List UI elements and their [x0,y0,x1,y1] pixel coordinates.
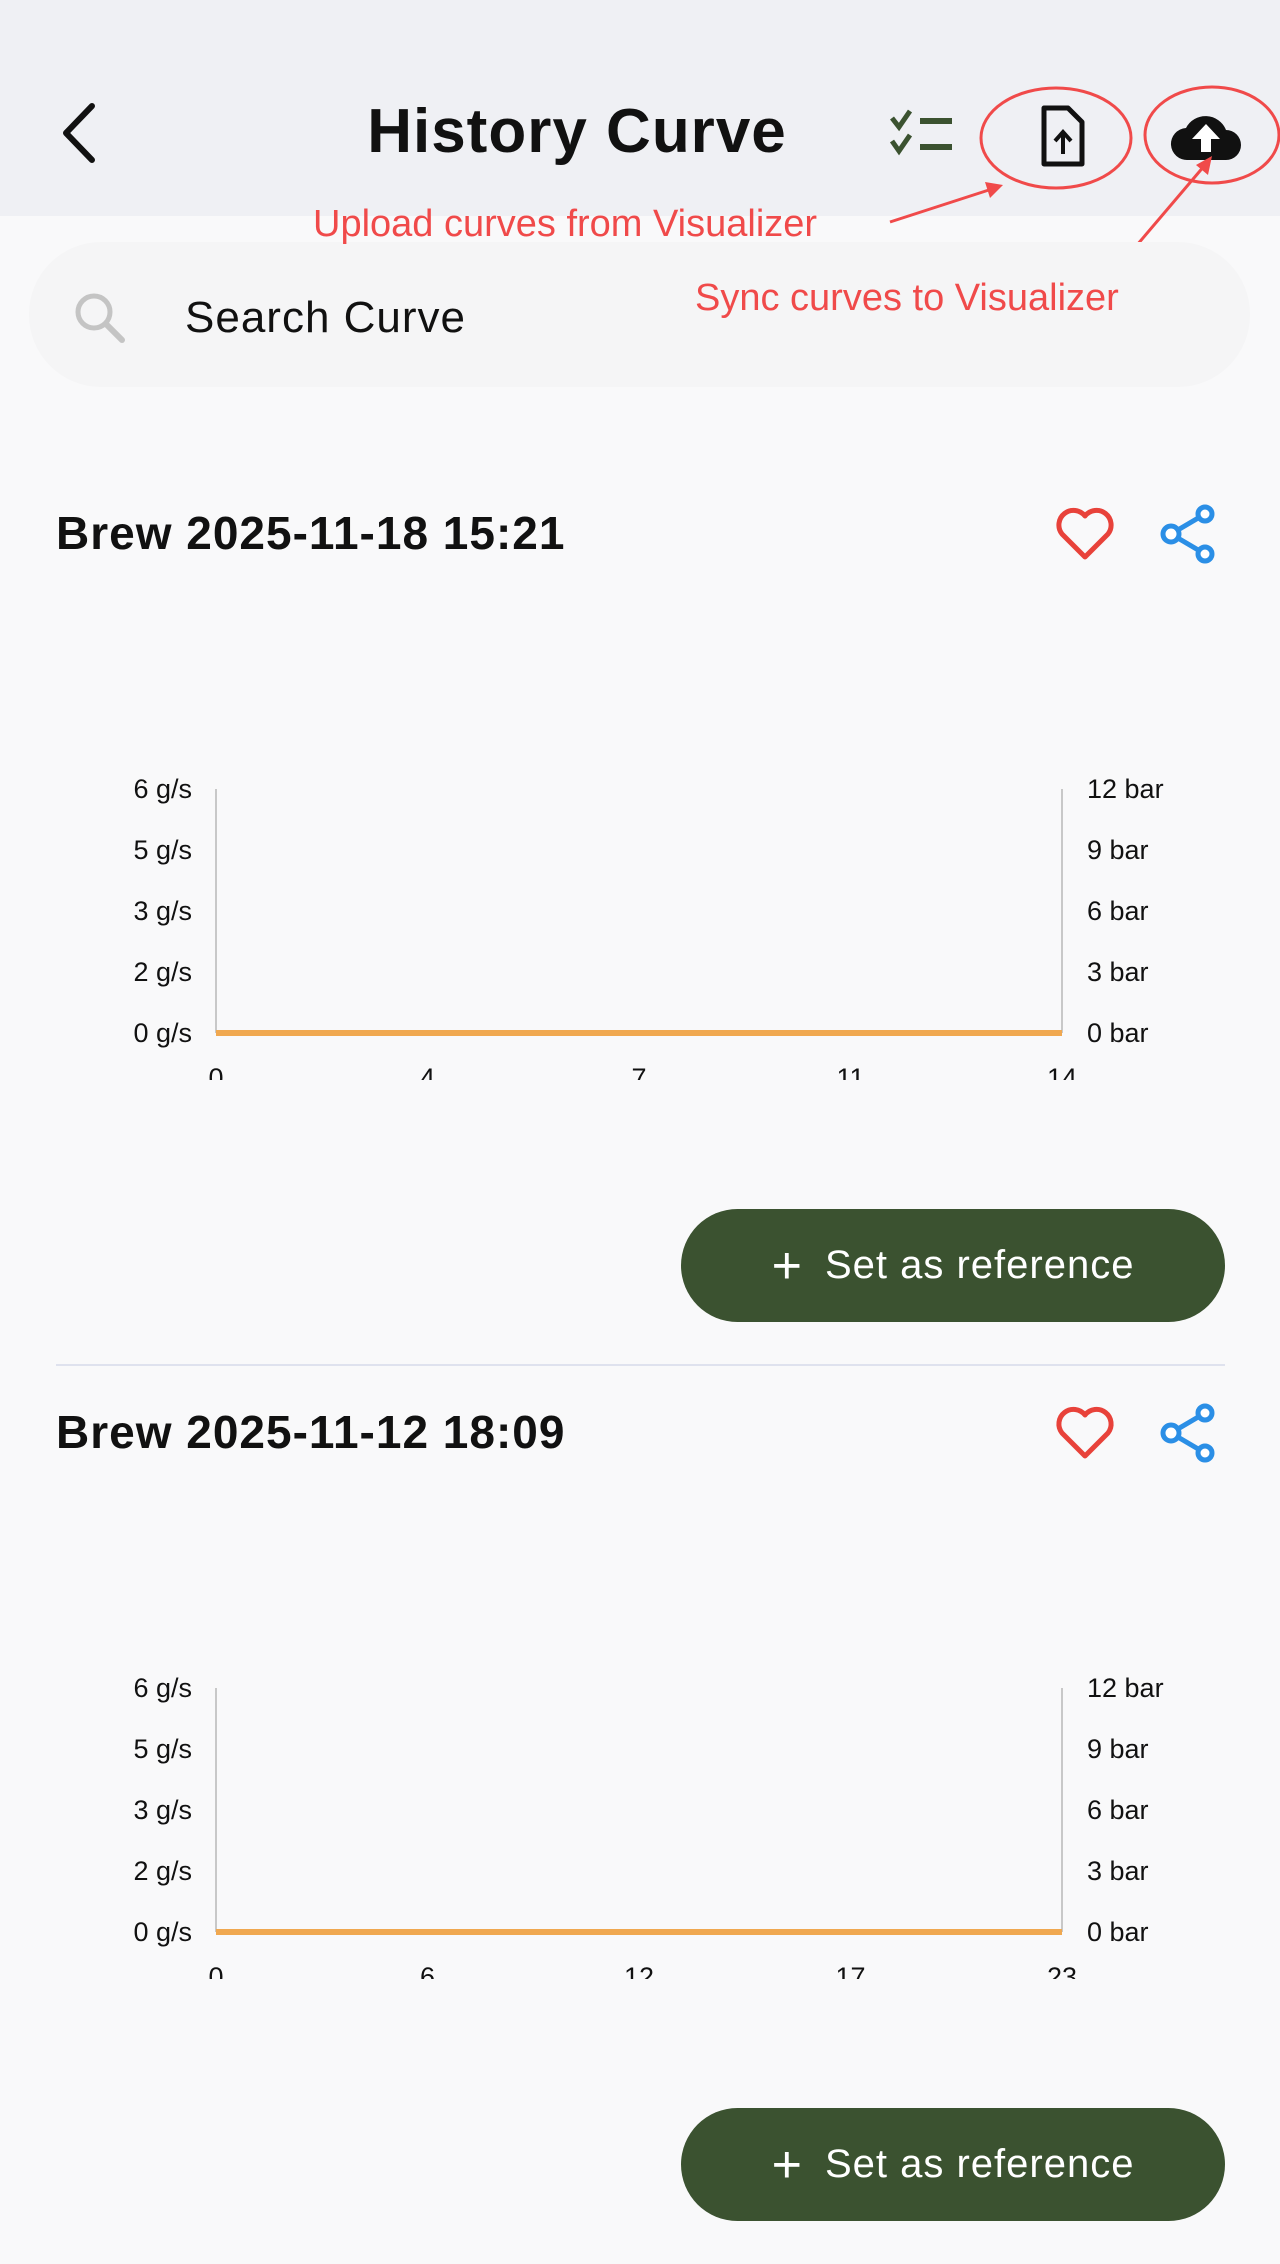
sync-annotation: Sync curves to Visualizer [695,277,1119,319]
upload-annotation: Upload curves from Visualizer [313,203,818,245]
y-right-tick-label: 6 bar [1087,1795,1149,1825]
y-right-tick-label: 6 bar [1087,896,1149,926]
plus-icon: + [771,1236,803,1295]
y-right-tick-label: 0 bar [1087,1018,1149,1048]
y-right-tick-label: 3 bar [1087,957,1149,987]
back-button[interactable] [52,98,112,168]
y-left-tick-label: 5 g/s [133,1734,192,1764]
x-tick-label: 7 [631,1063,646,1080]
curve-title: Brew 2025-11-12 18:09 [56,1406,566,1458]
annotation-overlay [889,85,1280,266]
button-label: Set as reference [824,2142,1135,2186]
sync-arrowhead [1196,156,1212,175]
y-left-tick-label: 2 g/s [133,957,192,987]
y-right-tick-label: 3 bar [1087,1856,1149,1886]
y-left-tick-label: 2 g/s [133,1856,192,1886]
x-tick-label: 6 [420,1962,435,1979]
y-left-tick-label: 3 g/s [133,896,192,926]
share-icon[interactable] [1157,1402,1219,1464]
favorite-heart-icon[interactable] [1053,1404,1117,1462]
x-tick-label: 0 [208,1063,223,1080]
set-as-reference-button[interactable]: + Set as reference [681,1209,1225,1322]
y-left-tick-label: 0 g/s [133,1018,192,1048]
y-left-tick-label: 5 g/s [133,835,192,865]
y-right-tick-label: 9 bar [1087,835,1149,865]
x-tick-label: 0 [208,1962,223,1979]
page-title: History Curve [367,97,787,166]
upload-arrowhead [985,182,1003,198]
y-left-tick-label: 6 g/s [133,774,192,804]
file-upload-icon [1041,105,1085,167]
x-tick-label: 12 [624,1962,654,1979]
checklist-icon [889,109,952,156]
search-icon [75,293,125,343]
upload-file-button[interactable] [1038,104,1086,168]
card-divider [56,1364,1225,1366]
y-right-tick-label: 0 bar [1087,1917,1149,1947]
x-tick-label: 17 [835,1962,865,1979]
upload-highlight-circle [979,86,1133,190]
curve-chart: 0 g/s 2 g/s 3 g/s 5 g/s 6 g/s 0 bar 3 bar 6 bar… [133,1673,1164,1979]
x-tick-label: 4 [420,1063,435,1080]
y-left-tick-label: 0 g/s [133,1917,192,1947]
y-left-tick-label: 3 g/s [133,1795,192,1825]
select-curves-button[interactable] [888,108,958,160]
x-tick-label: 11 [836,1063,864,1080]
button-label: Set as reference [824,1243,1135,1287]
search-input[interactable]: Search Curve [185,293,467,342]
plus-icon: + [771,2135,803,2194]
curve-chart: 0 g/s 2 g/s 3 g/s 5 g/s 6 g/s 0 bar 3 bar 6 bar… [133,774,1164,1080]
sync-highlight-circle [1143,85,1280,185]
y-left-tick-label: 6 g/s [133,1673,192,1703]
y-right-tick-label: 12 bar [1087,774,1164,804]
curve-title: Brew 2025-11-18 15:21 [56,507,566,559]
sync-cloud-button[interactable] [1170,108,1242,164]
upload-arrow [889,186,996,224]
cloud-upload-icon [1170,116,1241,161]
back-chevron-icon [63,103,95,163]
search-bar[interactable] [29,242,1250,387]
x-tick-label: 14 [1047,1063,1077,1080]
share-icon[interactable] [1157,503,1219,565]
y-right-tick-label: 9 bar [1087,1734,1149,1764]
favorite-heart-icon[interactable] [1053,505,1117,563]
x-tick-label: 23 [1047,1962,1077,1979]
set-as-reference-button[interactable]: + Set as reference [681,2108,1225,2221]
y-right-tick-label: 12 bar [1087,1673,1164,1703]
